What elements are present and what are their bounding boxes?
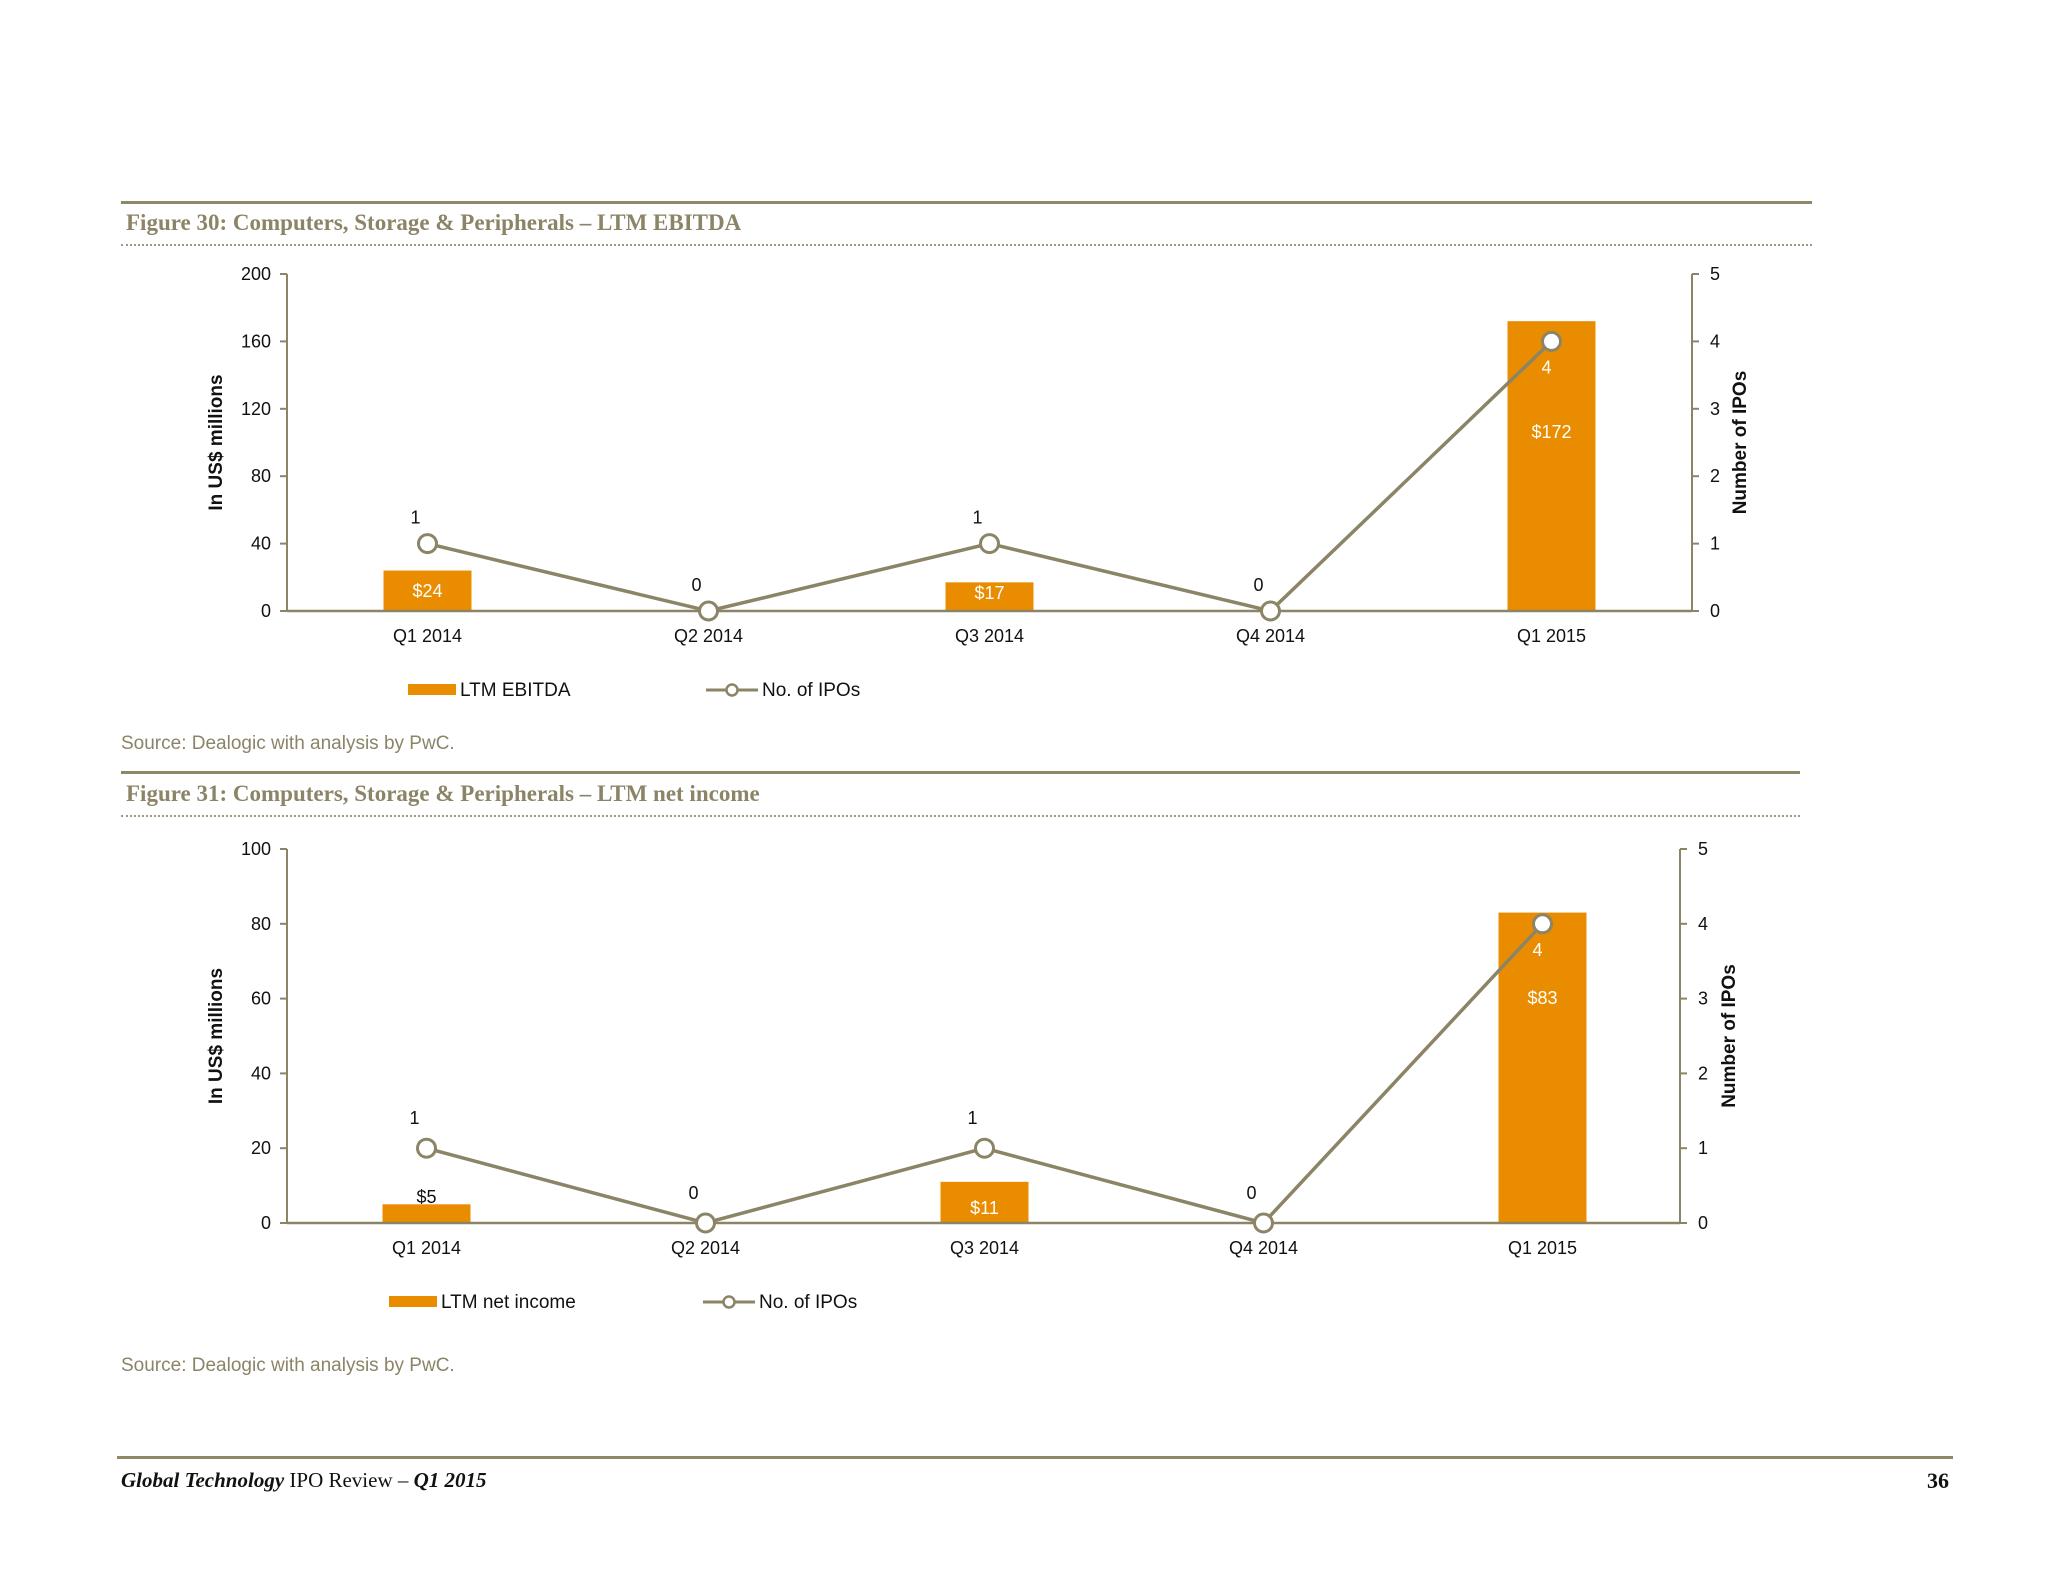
x-tick-label: Q3 2014 <box>950 1238 1019 1258</box>
y2-tick-label: 3 <box>1698 989 1708 1009</box>
y2-tick-label: 5 <box>1698 839 1708 859</box>
y2-axis-title: Number of IPOs <box>1719 964 1740 1108</box>
legend-line-marker <box>722 1295 736 1309</box>
footer-rule <box>117 1456 1953 1459</box>
ipo-count-point <box>1253 1212 1274 1234</box>
ipo-count-point <box>417 533 438 555</box>
y-axis-title: In US$ millions <box>206 374 227 510</box>
legend-line-label: No. of IPOs <box>762 680 860 701</box>
y2-tick-label: 4 <box>1710 331 1720 351</box>
bar-data-label: $17 <box>974 583 1004 603</box>
x-tick-label: Q2 2014 <box>674 626 743 646</box>
y-tick-label: 0 <box>261 601 271 621</box>
ipo-count-point <box>1541 330 1562 352</box>
ipo-count-point <box>416 1137 437 1159</box>
footer-title-mid: IPO Review – <box>284 1468 414 1492</box>
x-tick-label: Q4 2014 <box>1229 1238 1298 1258</box>
bar-data-label: $24 <box>412 581 442 601</box>
y2-tick-label: 0 <box>1710 601 1720 621</box>
figure-30-title: Figure 30: Computers, Storage & Peripher… <box>126 210 742 235</box>
y-tick-label: 20 <box>251 1138 271 1158</box>
bar-5 <box>1498 912 1587 1223</box>
bar-3 <box>940 1181 1029 1223</box>
x-tick-label: Q1 2015 <box>1508 1238 1577 1258</box>
y2-tick-label: 4 <box>1698 914 1708 934</box>
y2-axis-title: Number of IPOs <box>1730 371 1751 515</box>
x-tick-label: Q4 2014 <box>1236 626 1305 646</box>
line-data-label: 1 <box>410 508 420 528</box>
y-tick-label: 200 <box>241 264 271 284</box>
y2-tick-label: 0 <box>1698 1213 1708 1233</box>
line-data-label: 0 <box>691 575 701 595</box>
x-tick-label: Q1 2014 <box>392 1238 461 1258</box>
y2-tick-label: 2 <box>1710 466 1720 486</box>
ipo-count-point <box>979 533 1000 555</box>
figure-30-source: Source: Dealogic with analysis by PwC. <box>121 733 455 754</box>
legend-line-label: No. of IPOs <box>759 1292 857 1313</box>
legend-line-marker <box>725 683 739 697</box>
bar-data-label: $172 <box>1531 422 1571 442</box>
y-tick-label: 40 <box>251 534 271 554</box>
legend-bar-label: LTM net income <box>441 1292 576 1313</box>
line-data-label: 0 <box>1253 575 1263 595</box>
ipo-count-line <box>427 340 1553 613</box>
ipo-count-point <box>698 600 719 622</box>
figure-31-source: Source: Dealogic with analysis by PwC. <box>121 1355 455 1376</box>
figure-30-dotted-rule <box>121 244 1812 246</box>
bar-data-label: $11 <box>970 1198 999 1218</box>
bar-3 <box>945 582 1034 611</box>
ipo-count-line <box>426 922 1544 1225</box>
ipo-count-point <box>1532 913 1553 935</box>
x-tick-label: Q2 2014 <box>671 1238 740 1258</box>
bar-1 <box>382 1204 471 1223</box>
line-data-label: 4 <box>1532 940 1542 960</box>
figure-31-top-rule <box>121 771 1800 774</box>
x-tick-label: Q3 2014 <box>955 626 1024 646</box>
x-tick-label: Q1 2015 <box>1517 626 1586 646</box>
y2-tick-label: 1 <box>1698 1138 1708 1158</box>
y-tick-label: 40 <box>251 1063 271 1083</box>
line-data-label: 0 <box>688 1183 698 1203</box>
y-tick-label: 120 <box>241 399 271 419</box>
legend-bar-label: LTM EBITDA <box>460 680 571 701</box>
figure-31-title: Figure 31: Computers, Storage & Peripher… <box>126 781 760 806</box>
footer-title-period: Q1 2015 <box>413 1468 487 1492</box>
y-tick-label: 60 <box>251 989 271 1009</box>
bar-data-label: $5 <box>416 1187 436 1207</box>
y-tick-label: 80 <box>251 466 271 486</box>
page-number: 36 <box>1927 1468 1949 1493</box>
line-data-label: 0 <box>1246 1183 1256 1203</box>
line-data-label: 1 <box>409 1108 419 1128</box>
ipo-count-point <box>1260 600 1281 622</box>
legend-bar-swatch <box>408 684 456 695</box>
y-axis-title: In US$ millions <box>206 968 227 1104</box>
y2-tick-label: 2 <box>1698 1063 1708 1083</box>
y-tick-label: 80 <box>251 914 271 934</box>
y-tick-label: 100 <box>241 839 271 859</box>
line-data-label: 1 <box>972 508 982 528</box>
bar-1 <box>383 570 472 611</box>
y2-tick-label: 1 <box>1710 534 1720 554</box>
figure-30-top-rule <box>121 201 1812 204</box>
figure-31-dotted-rule <box>121 815 1800 817</box>
line-data-label: 1 <box>967 1108 977 1128</box>
bar-data-label: $83 <box>1527 988 1557 1008</box>
y-tick-label: 160 <box>241 331 271 351</box>
ipo-count-point <box>974 1137 995 1159</box>
y2-tick-label: 5 <box>1710 264 1720 284</box>
y-tick-label: 0 <box>261 1213 271 1233</box>
y2-tick-label: 3 <box>1710 399 1720 419</box>
x-tick-label: Q1 2014 <box>393 626 462 646</box>
ipo-count-point <box>695 1212 716 1234</box>
footer-report-title: Global Technology IPO Review – Q1 2015 <box>121 1468 487 1493</box>
legend-bar-swatch <box>389 1296 437 1307</box>
line-data-label: 4 <box>1541 357 1551 377</box>
footer-title-bold: Global Technology <box>121 1468 285 1492</box>
